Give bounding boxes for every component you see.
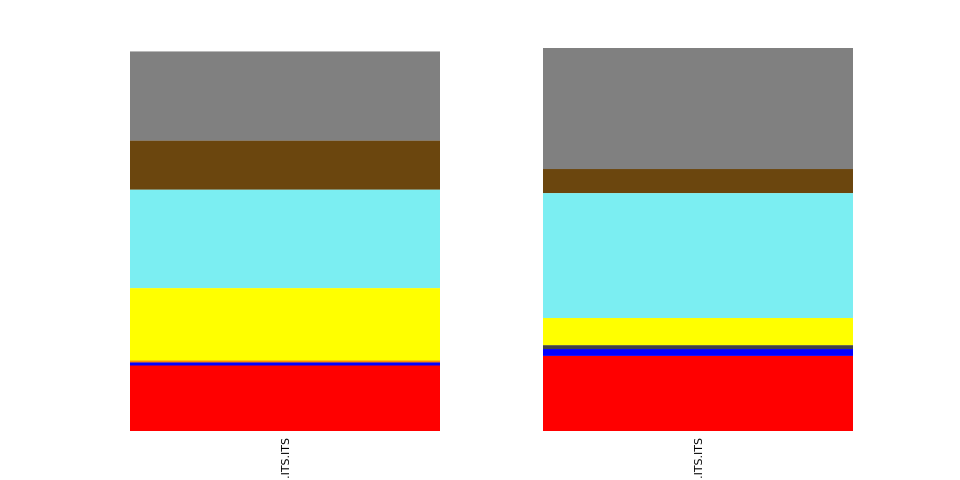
bar-segment-0-2 xyxy=(130,360,440,363)
bar-segment-0-1 xyxy=(130,362,440,366)
bar-segment-1-4 xyxy=(543,193,853,319)
bar-segment-1-5 xyxy=(543,169,853,194)
bar-segment-0-0 xyxy=(130,365,440,431)
x-tick-label-right: ...ITS.ITS xyxy=(692,438,705,480)
bar-segment-1-3 xyxy=(543,318,853,346)
x-tick-label-left: ...ITS.ITS xyxy=(279,438,292,480)
bar-segment-1-6 xyxy=(543,48,853,170)
bar-segment-1-2 xyxy=(543,345,853,350)
bar-segment-1-0 xyxy=(543,355,853,431)
bar-segment-0-4 xyxy=(130,189,440,289)
bar-segment-0-5 xyxy=(130,140,440,190)
bar-segment-0-3 xyxy=(130,288,440,361)
chart-panel-right: ...ITS.ITS xyxy=(543,48,853,480)
bar-segment-0-6 xyxy=(130,51,440,141)
bar-segment-1-1 xyxy=(543,349,853,356)
chart-panel-left: ...ITS.ITS xyxy=(130,51,440,480)
